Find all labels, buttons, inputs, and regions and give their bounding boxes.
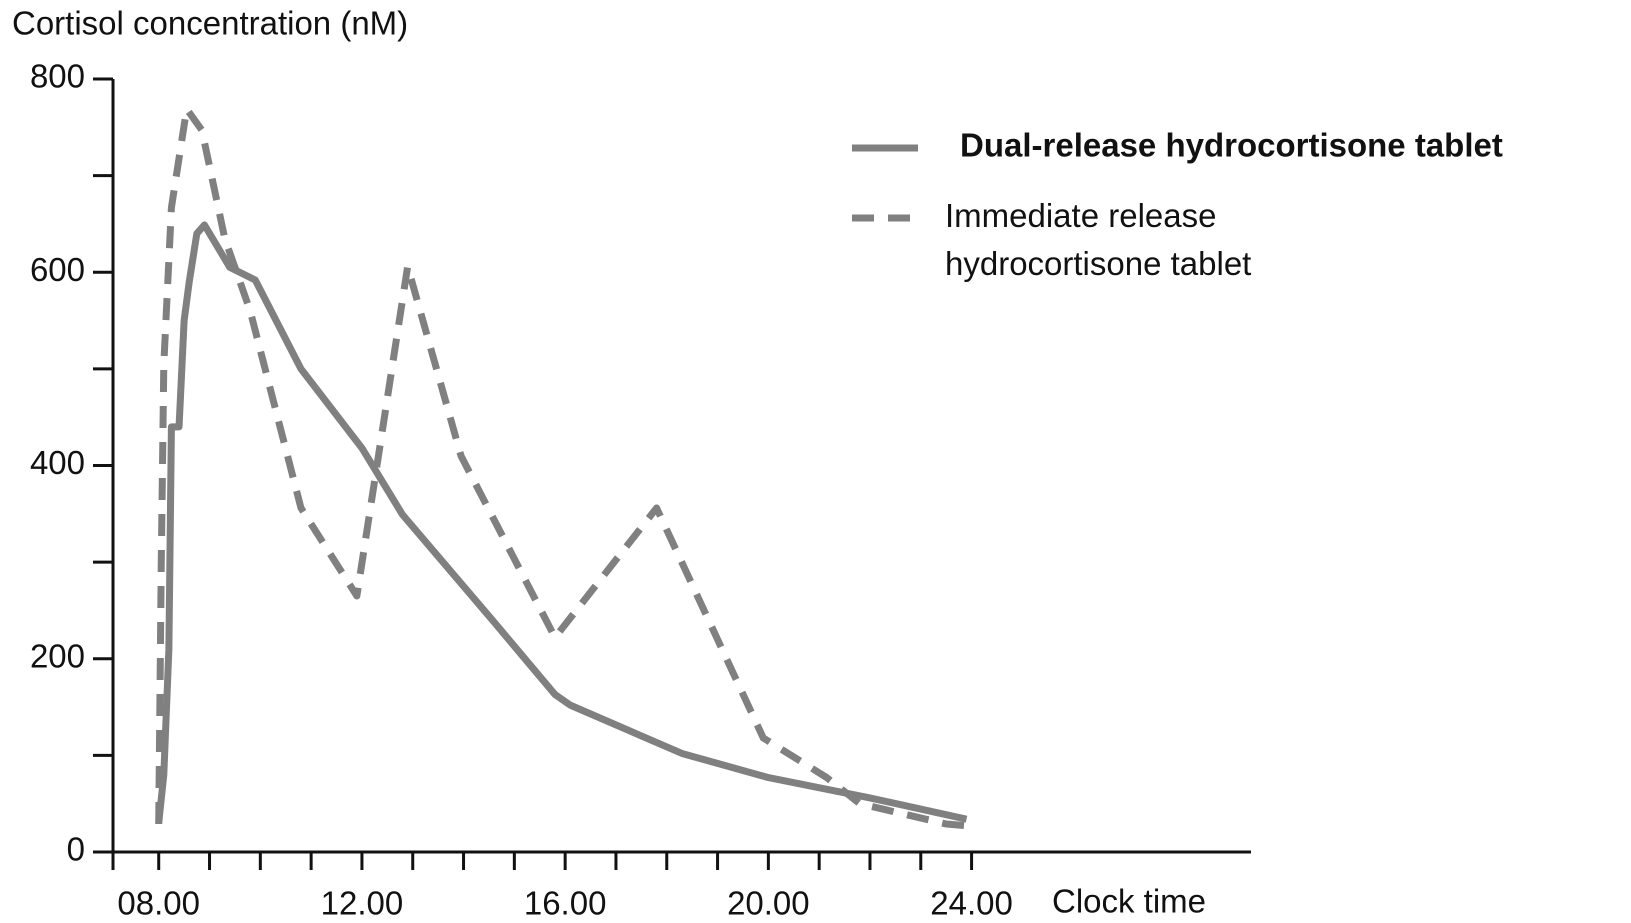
- x-tick-label: 20.00: [727, 885, 810, 922]
- y-axis-title: Cortisol concentration (nM): [12, 5, 408, 42]
- x-tick-label: 08.00: [117, 885, 200, 922]
- y-tick-label: 200: [30, 637, 85, 674]
- series-line: [155, 221, 968, 824]
- y-tick-label: 800: [30, 58, 85, 95]
- y-tick-label: 0: [67, 831, 85, 868]
- x-tick-label: 24.00: [930, 885, 1013, 922]
- x-tick-label: 12.00: [321, 885, 404, 922]
- legend-label: Immediate release hydrocortisone tablet: [945, 197, 1251, 282]
- legend-label: Dual-release hydrocortisone tablet: [960, 127, 1503, 164]
- y-tick-label: 600: [30, 251, 85, 288]
- x-axis-title: Clock time: [1052, 883, 1206, 920]
- x-tick-label: 16.00: [524, 885, 607, 922]
- series-line: [155, 105, 970, 830]
- y-tick-label: 400: [30, 444, 85, 481]
